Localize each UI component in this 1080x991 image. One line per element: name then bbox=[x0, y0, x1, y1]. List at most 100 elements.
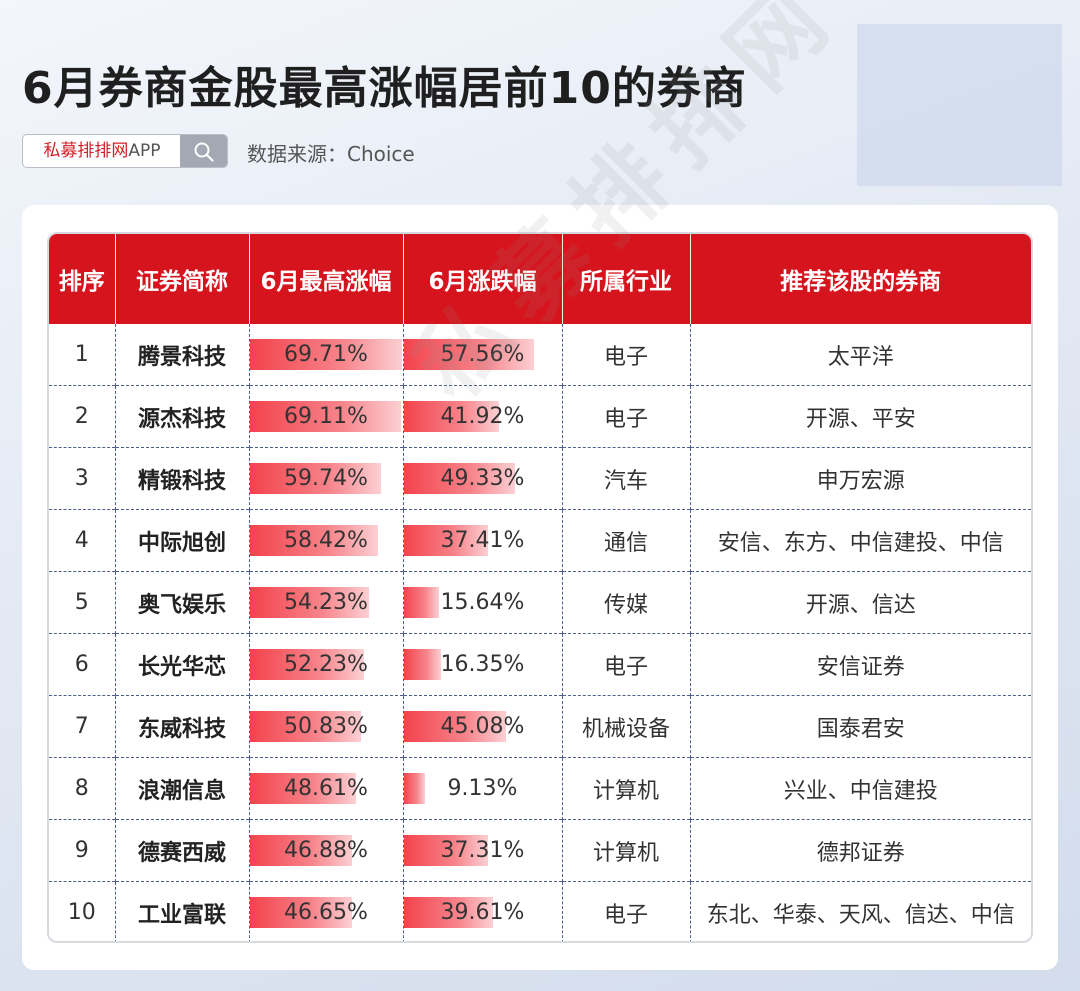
industry-cell: 汽车 bbox=[561, 447, 690, 510]
column-header-name: 证券简称 bbox=[114, 234, 249, 324]
max-gain-label: 50.83% bbox=[284, 714, 368, 739]
table-row: 4 中际旭创 58.42% 37.41% 通信 安信、东方、中信建投、中信 bbox=[49, 509, 1031, 572]
change-bar bbox=[404, 773, 425, 804]
data-source: 数据来源：Choice bbox=[247, 142, 415, 166]
brokers-cell: 申万宏源 bbox=[689, 447, 1031, 510]
max-gain-bar bbox=[250, 897, 352, 928]
change-cell: 9.13% bbox=[402, 757, 562, 820]
max-gain-cell: 69.11% bbox=[248, 385, 403, 448]
stock-name-cell: 长光华芯 bbox=[114, 633, 249, 696]
change-cell: 45.08% bbox=[402, 695, 562, 758]
change-bar bbox=[404, 649, 441, 680]
brokers-cell: 开源、平安 bbox=[689, 385, 1031, 448]
ranking-table: 排序 证券简称 6月最高涨幅 6月涨跌幅 所属行业 推荐该股的券商 1 腾景科技 6… bbox=[49, 234, 1031, 941]
change-bar bbox=[404, 711, 506, 742]
rank-cell: 9 bbox=[49, 819, 115, 882]
max-gain-label: 46.65% bbox=[284, 900, 368, 925]
max-gain-bar bbox=[250, 773, 356, 804]
stock-name-cell: 奥飞娱乐 bbox=[114, 571, 249, 634]
industry-cell: 电子 bbox=[561, 633, 690, 696]
stock-name-cell: 精锻科技 bbox=[114, 447, 249, 510]
table-row: 2 源杰科技 69.11% 41.92% 电子 开源、平安 bbox=[49, 385, 1031, 448]
max-gain-bar bbox=[250, 835, 352, 866]
max-gain-cell: 59.74% bbox=[248, 447, 403, 510]
table-row: 9 德赛西威 46.88% 37.31% 计算机 德邦证券 bbox=[49, 819, 1031, 882]
table-card: 排序 证券简称 6月最高涨幅 6月涨跌幅 所属行业 推荐该股的券商 1 腾景科技 6… bbox=[22, 205, 1058, 970]
rank-cell: 4 bbox=[49, 509, 115, 572]
brand-suffix: APP bbox=[128, 141, 161, 161]
change-bar bbox=[404, 463, 515, 494]
search-box[interactable]: 私募排排网APP bbox=[22, 134, 228, 168]
change-cell: 15.64% bbox=[402, 571, 562, 634]
max-gain-label: 58.42% bbox=[284, 528, 368, 553]
change-label: 49.33% bbox=[440, 466, 525, 491]
change-bar bbox=[404, 401, 499, 432]
rank-cell: 8 bbox=[49, 757, 115, 820]
brand-name: 私募排排网 bbox=[43, 141, 129, 161]
table-row: 8 浪潮信息 48.61% 9.13% 计算机 兴业、中信建投 bbox=[49, 757, 1031, 820]
brokers-cell: 兴业、中信建投 bbox=[689, 757, 1031, 820]
max-gain-cell: 52.23% bbox=[248, 633, 403, 696]
rank-cell: 5 bbox=[49, 571, 115, 634]
max-gain-label: 69.11% bbox=[284, 404, 368, 429]
change-label: 37.31% bbox=[440, 838, 525, 863]
search-brand-text: 私募排排网APP bbox=[23, 135, 181, 167]
brokers-cell: 太平洋 bbox=[689, 324, 1031, 386]
table-row: 7 东威科技 50.83% 45.08% 机械设备 国泰君安 bbox=[49, 695, 1031, 758]
industry-cell: 通信 bbox=[561, 509, 690, 572]
background-decoration-panel bbox=[857, 24, 1062, 186]
change-bar bbox=[404, 835, 488, 866]
change-cell: 39.61% bbox=[402, 881, 562, 941]
industry-cell: 计算机 bbox=[561, 819, 690, 882]
table-row: 5 奥飞娱乐 54.23% 15.64% 传媒 开源、信达 bbox=[49, 571, 1031, 634]
max-gain-cell: 46.65% bbox=[248, 881, 403, 941]
rank-cell: 7 bbox=[49, 695, 115, 758]
column-header-rank: 排序 bbox=[49, 234, 115, 324]
change-label: 15.64% bbox=[440, 590, 525, 615]
max-gain-bar bbox=[250, 463, 381, 494]
column-header-brokers: 推荐该股的券商 bbox=[689, 234, 1031, 324]
brokers-cell: 安信证券 bbox=[689, 633, 1031, 696]
rank-cell: 1 bbox=[74, 342, 89, 367]
brokers-cell: 安信、东方、中信建投、中信 bbox=[689, 509, 1031, 572]
max-gain-bar bbox=[250, 525, 378, 556]
max-gain-bar bbox=[250, 587, 369, 618]
max-gain-cell: 69.71% bbox=[248, 324, 403, 386]
brokers-cell: 东北、华泰、天风、信达、中信 bbox=[689, 881, 1031, 941]
table-row: 10 工业富联 46.65% 39.61% 电子 东北、华泰、天风、信达、中信 bbox=[49, 881, 1031, 941]
max-gain-label: 52.23% bbox=[284, 652, 368, 677]
change-cell: 49.33% bbox=[402, 447, 562, 510]
industry-cell: 电子 bbox=[561, 881, 690, 941]
column-header-change: 6月涨跌幅 bbox=[402, 234, 562, 324]
change-cell: 16.35% bbox=[402, 633, 562, 696]
change-cell: 37.31% bbox=[402, 819, 562, 882]
max-gain-bar bbox=[250, 339, 402, 370]
max-gain-label: 48.61% bbox=[284, 776, 368, 801]
max-gain-cell: 58.42% bbox=[248, 509, 403, 572]
stock-name-cell: 东威科技 bbox=[114, 695, 249, 758]
stock-name-cell: 浪潮信息 bbox=[114, 757, 249, 820]
brokers-cell: 国泰君安 bbox=[689, 695, 1031, 758]
max-gain-bar bbox=[250, 401, 401, 432]
max-gain-label: 59.74% bbox=[284, 466, 368, 491]
change-label: 16.35% bbox=[440, 652, 525, 677]
change-label: 41.92% bbox=[440, 404, 525, 429]
column-header-max-gain: 6月最高涨幅 bbox=[248, 234, 403, 324]
industry-cell: 计算机 bbox=[561, 757, 690, 820]
rank-cell: 6 bbox=[49, 633, 115, 696]
industry-cell: 传媒 bbox=[561, 571, 690, 634]
change-label: 45.08% bbox=[440, 714, 525, 739]
stock-name-cell: 腾景科技 bbox=[114, 324, 249, 386]
search-button[interactable] bbox=[180, 135, 227, 167]
change-label: 57.56% bbox=[440, 342, 525, 367]
table-row: 1 腾景科技 69.71% 57.56% 电子 太平洋 bbox=[49, 324, 1031, 386]
column-header-industry: 所属行业 bbox=[561, 234, 690, 324]
max-gain-cell: 50.83% bbox=[248, 695, 403, 758]
change-cell: 37.41% bbox=[402, 509, 562, 572]
stock-name-cell: 源杰科技 bbox=[114, 385, 249, 448]
header-row: 排序 证券简称 6月最高涨幅 6月涨跌幅 所属行业 推荐该股的券商 bbox=[49, 234, 1031, 324]
change-cell: 57.56% bbox=[402, 324, 562, 386]
change-label: 39.61% bbox=[440, 900, 525, 925]
change-label: 37.41% bbox=[440, 528, 525, 553]
stock-name-cell: 中际旭创 bbox=[114, 509, 249, 572]
